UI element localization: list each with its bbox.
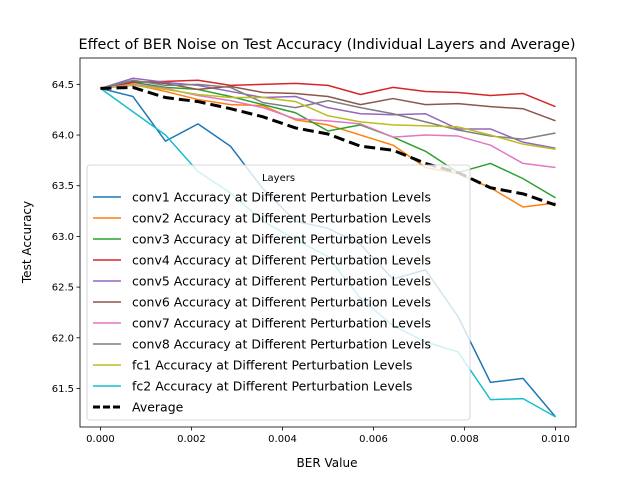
legend-label-4: conv5 Accuracy at Different Perturbation… [132,274,431,289]
legend-box [86,164,471,421]
legend-label-6: conv7 Accuracy at Different Perturbation… [132,316,431,331]
series-line-10 [100,85,557,207]
x-tick-label: 0.008 [450,434,479,445]
x-axis-label: BER Value [297,456,358,470]
y-tick-label: 64.5 [52,80,74,91]
legend-label-0: conv1 Accuracy at Different Perturbation… [132,190,431,205]
y-axis-label: Test Accuracy [20,201,34,284]
series-line-3 [100,79,556,108]
legend-label-3: conv4 Accuracy at Different Perturbation… [132,253,431,268]
legend-label-8: fc1 Accuracy at Different Perturbation L… [132,358,412,373]
legend-label-10: Average [132,400,184,415]
x-tick-label: 0.004 [268,434,297,445]
legend-title: Layers [262,173,295,184]
y-tick-label: 61.5 [52,384,74,395]
y-tick-label: 62.0 [52,333,74,344]
legend-label-7: conv8 Accuracy at Different Perturbation… [132,337,431,352]
legend-label-5: conv6 Accuracy at Different Perturbation… [132,295,431,310]
legend: Layers conv1 Accuracy at Different Pertur… [86,164,471,421]
x-tick-label: 0.000 [86,434,115,445]
series-line-8 [100,84,556,150]
y-tick-label: 62.5 [52,283,74,294]
series-line-7 [100,79,556,140]
legend-label-1: conv2 Accuracy at Different Perturbation… [132,211,431,226]
y-tick-label: 63.0 [52,232,74,243]
axes: 0.000 0.002 0.004 0.006 0.008 0.010 61.5 62.0 62… [52,57,577,445]
legend-label-2: conv3 Accuracy at Different Perturbation… [132,232,431,247]
x-tick-label: 0.002 [177,434,206,445]
x-tick-label: 0.010 [541,434,570,445]
series-line-4 [100,77,556,149]
y-tick-label: 64.0 [52,131,74,142]
y-tick-label: 63.5 [52,181,74,192]
legend-label-9: fc2 Accuracy at Different Perturbation L… [132,379,412,394]
series-line-2 [100,81,556,199]
axes-frame [79,57,577,428]
chart-title: Effect of BER Noise on Test Accuracy (In… [79,37,576,53]
x-tick-label: 0.006 [359,434,388,445]
